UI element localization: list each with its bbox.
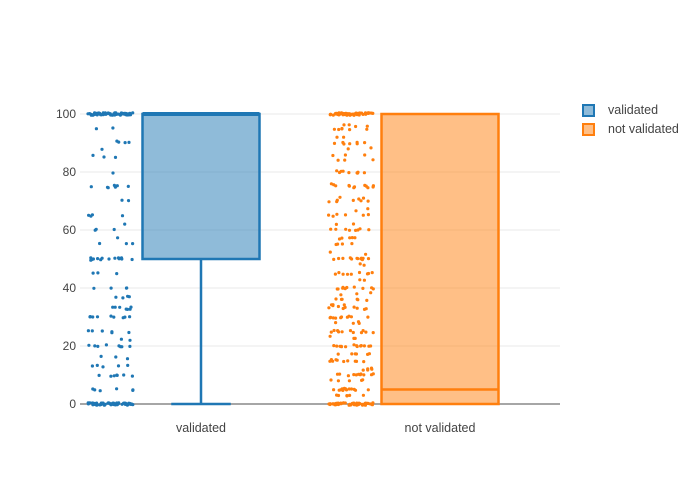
- svg-text:0: 0: [69, 397, 76, 411]
- x-category-label-not-validated: not validated: [404, 421, 476, 435]
- svg-text:60: 60: [63, 223, 77, 237]
- legend-label-validated: validated: [608, 103, 659, 117]
- legend: validated not validated: [582, 103, 679, 136]
- legend-swatch-not-validated-icon: [582, 122, 595, 136]
- series-box-validated[interactable]: [141, 112, 261, 406]
- legend-swatch-validated-icon: [582, 103, 595, 117]
- svg-text:100: 100: [56, 107, 76, 121]
- legend-item-not-validated[interactable]: not validated: [582, 122, 679, 136]
- legend-item-validated[interactable]: validated: [582, 103, 679, 117]
- legend-label-not-validated: not validated: [608, 122, 679, 136]
- series-box-not-validated[interactable]: [380, 112, 500, 406]
- x-category-label-validated: validated: [175, 421, 227, 435]
- svg-text:40: 40: [63, 281, 77, 295]
- series-points-validated[interactable]: [86, 111, 135, 407]
- series-points-not-validated[interactable]: [327, 111, 375, 407]
- svg-text:80: 80: [63, 165, 77, 179]
- svg-text:20: 20: [63, 339, 77, 353]
- y-axis-tick-labels: 0 20 40 60 80 100: [56, 107, 76, 411]
